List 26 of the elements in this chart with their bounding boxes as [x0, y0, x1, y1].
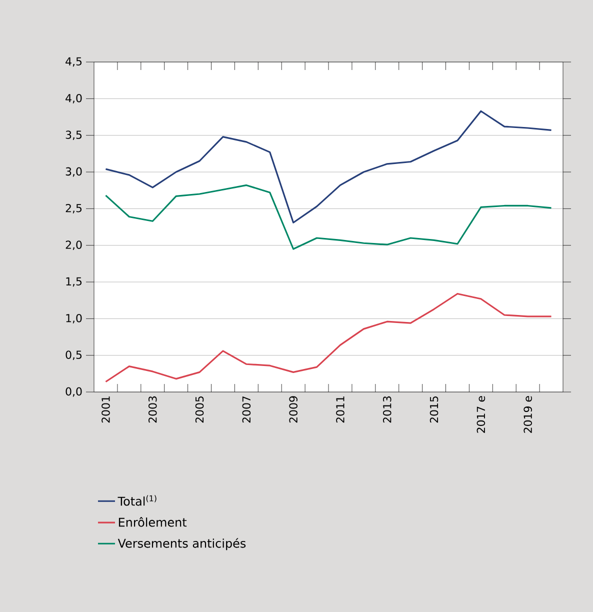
y-tick-label: 1,5 [66, 277, 82, 287]
legend-label: Enrôlement [118, 517, 187, 527]
y-tick-label: 2,5 [66, 204, 82, 214]
y-tick-label: 0,5 [66, 350, 82, 360]
y-tick-label: 3,0 [66, 167, 82, 177]
x-tick-label: 2015 [430, 396, 438, 423]
y-tick-label: 2,0 [66, 240, 82, 250]
line-series [104, 184, 552, 250]
x-tick-label: 2011 [336, 396, 344, 423]
legend-label: Total$^{(1)}$ [118, 495, 156, 506]
y-tick-label: 4,0 [66, 94, 82, 104]
x-tick-label: 2019 e [524, 396, 532, 433]
x-tick-label: 2001 [102, 396, 110, 423]
legend-label: Versements anticipés [118, 538, 246, 550]
line-series [104, 110, 552, 224]
y-tick-label: 3,5 [66, 130, 82, 140]
x-tick-label: 2007 [242, 396, 251, 423]
y-tick-label: 1,0 [66, 314, 82, 324]
x-tick-label: 2017 e [476, 396, 486, 433]
line-series [104, 292, 552, 383]
x-tick-label: 2009 [289, 396, 298, 423]
x-tick-label: 2013 [382, 396, 392, 423]
x-tick-label: 2005 [195, 396, 204, 423]
y-tick-label: 4,5 [66, 57, 82, 67]
x-tick-label: 2003 [148, 396, 157, 423]
y-tick-label: 0,0 [66, 387, 82, 397]
